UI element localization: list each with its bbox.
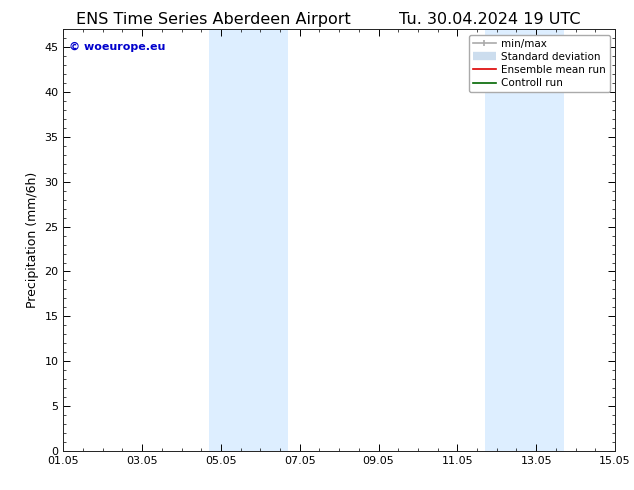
Legend: min/max, Standard deviation, Ensemble mean run, Controll run: min/max, Standard deviation, Ensemble me…: [469, 35, 610, 92]
Text: Tu. 30.04.2024 19 UTC: Tu. 30.04.2024 19 UTC: [399, 12, 581, 27]
Y-axis label: Precipitation (mm/6h): Precipitation (mm/6h): [26, 172, 39, 308]
Text: © woeurope.eu: © woeurope.eu: [69, 42, 165, 52]
Bar: [209, 29, 288, 451]
Text: ENS Time Series Aberdeen Airport: ENS Time Series Aberdeen Airport: [76, 12, 351, 27]
Bar: [485, 29, 564, 451]
